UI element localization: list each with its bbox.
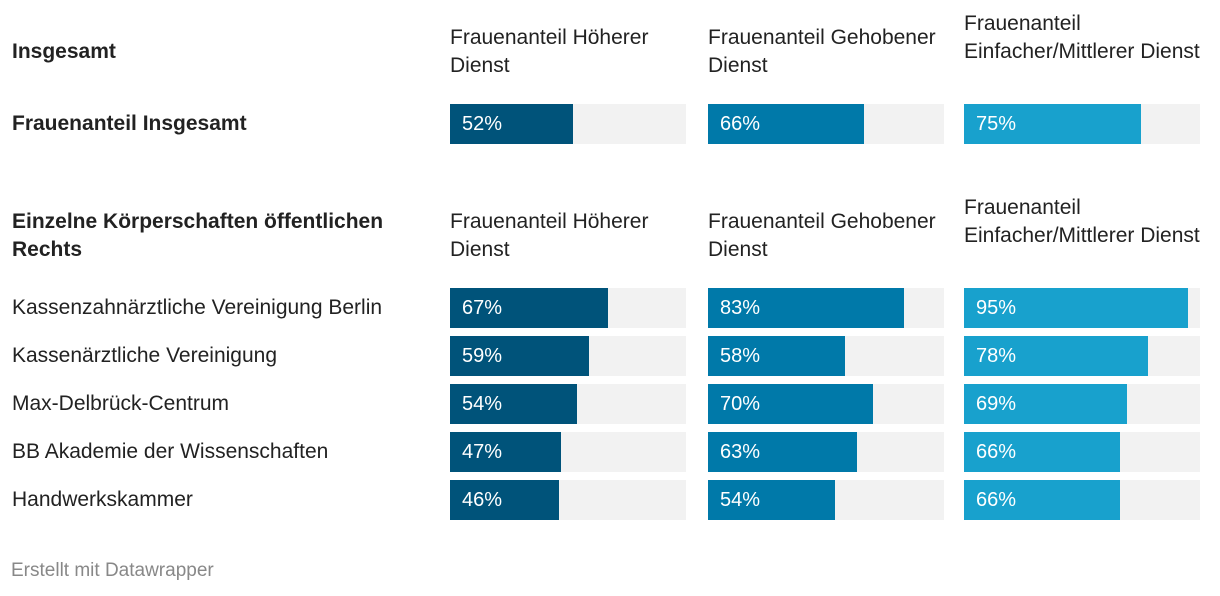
bar-value-label: 54%: [720, 489, 761, 511]
bar-value-label: 52%: [462, 113, 503, 135]
bar-value-label: 69%: [976, 393, 1017, 415]
column-header: Frauenanteil Höherer Dienst: [450, 210, 649, 261]
bar-track: 66%: [964, 480, 1200, 520]
bar-track: 54%: [450, 384, 686, 424]
bar: [450, 288, 609, 328]
column-header: Frauenanteil Gehobener Dienst: [708, 210, 936, 261]
bar-value-label: 75%: [976, 113, 1017, 135]
bar: [450, 336, 590, 376]
bar-track: 78%: [964, 336, 1200, 376]
column-header: Frauenanteil Gehobener Dienst: [708, 26, 936, 77]
bar-value-label: 66%: [976, 441, 1017, 463]
bar: [450, 432, 561, 472]
bar: [708, 432, 857, 472]
bar-value-label: 66%: [976, 489, 1017, 511]
bar-value-label: 70%: [720, 393, 761, 415]
bar-track: 54%: [708, 480, 944, 520]
bar-track: 70%: [708, 384, 944, 424]
bar-track: 63%: [708, 432, 944, 472]
bar: [964, 384, 1127, 424]
bar-track: 52%: [450, 104, 686, 144]
bar-track: 69%: [964, 384, 1200, 424]
bar-track: 47%: [450, 432, 686, 472]
section-title: Einzelne Körperschaften öffentlichen Rec…: [12, 210, 384, 261]
bar-value-label: 63%: [720, 441, 761, 463]
row-label: Kassenzahnärztliche Vereinigung Berlin: [12, 296, 383, 319]
bar-track: 66%: [708, 104, 944, 144]
bar: [708, 480, 836, 520]
row-label: BB Akademie der Wissenschaften: [12, 440, 329, 463]
bar-track: 46%: [450, 480, 686, 520]
bar: [964, 288, 1189, 328]
bar: [450, 384, 578, 424]
bar: [708, 288, 904, 328]
bar-track: 58%: [708, 336, 944, 376]
bar-value-label: 46%: [462, 489, 503, 511]
bar-value-label: 83%: [720, 297, 761, 319]
bar-value-label: 78%: [976, 345, 1017, 367]
footer-credit: Erstellt mit Datawrapper: [11, 560, 214, 581]
bar: [708, 104, 864, 144]
bar: [450, 480, 559, 520]
bar: [964, 480, 1120, 520]
bar-value-label: 59%: [462, 345, 503, 367]
bar: [964, 104, 1141, 144]
bar: [964, 432, 1120, 472]
row-label: Kassenärztliche Vereinigung: [12, 344, 278, 367]
bar-value-label: 54%: [462, 393, 503, 415]
bar-value-label: 67%: [462, 297, 503, 319]
section-title: Insgesamt: [12, 40, 116, 63]
column-header: Frauenanteil Höherer Dienst: [450, 26, 649, 77]
bar-value-label: 47%: [462, 441, 503, 463]
bar-value-label: 66%: [720, 113, 761, 135]
bar-value-label: 58%: [720, 345, 761, 367]
bar-track: 95%: [964, 288, 1200, 328]
column-header: Frauenanteil Einfacher/Mittlerer Dienst: [964, 12, 1200, 63]
bar-track: 67%: [450, 288, 686, 328]
bar-track: 59%: [450, 336, 686, 376]
bar: [964, 336, 1149, 376]
bar-track: 75%: [964, 104, 1200, 144]
column-header: Frauenanteil Einfacher/Mittlerer Dienst: [964, 196, 1200, 247]
bar-track: 83%: [708, 288, 944, 328]
bar: [708, 336, 845, 376]
bar: [450, 104, 573, 144]
bar-track: 66%: [964, 432, 1200, 472]
row-label: Handwerkskammer: [12, 488, 193, 511]
row-label: Max-Delbrück-Centrum: [12, 392, 230, 415]
bar: [708, 384, 874, 424]
row-label: Frauenanteil Insgesamt: [12, 112, 247, 135]
bar-value-label: 95%: [976, 297, 1017, 319]
